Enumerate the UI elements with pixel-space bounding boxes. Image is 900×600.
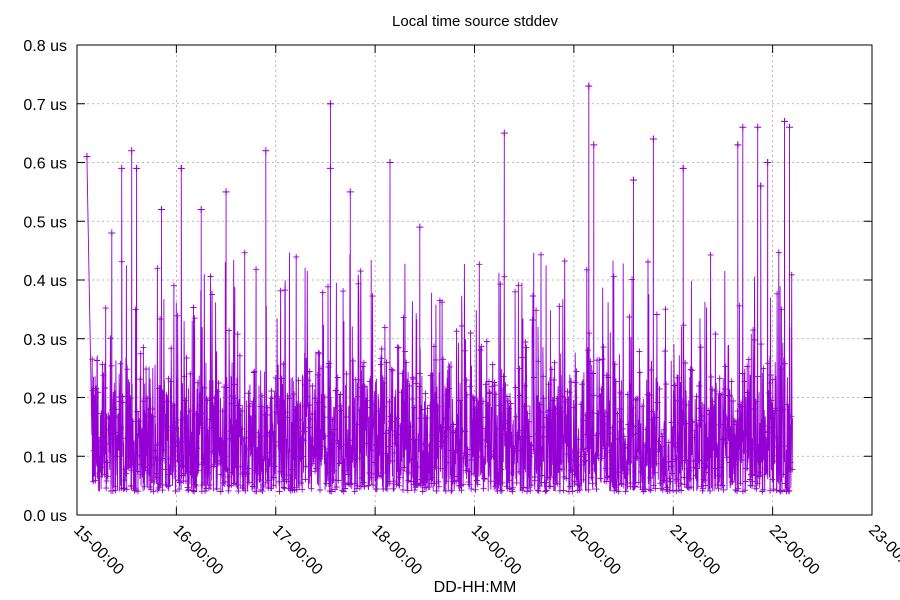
data-series: [83, 82, 796, 495]
spike-point: [786, 123, 794, 131]
chart-title: Local time source stddev: [392, 13, 558, 30]
y-tick-label: 0.0 us: [23, 508, 67, 525]
spike-point: [326, 164, 334, 172]
x-tick-label: 16-00:00: [170, 522, 227, 579]
x-tick-label: 22-00:00: [766, 522, 823, 579]
spike-point: [128, 147, 136, 155]
spike-point: [416, 223, 424, 231]
spike-point: [222, 188, 230, 196]
spike-point: [781, 117, 789, 125]
spike-point: [754, 123, 762, 131]
spike-point: [739, 123, 747, 131]
spike-point: [585, 82, 593, 90]
spike-point: [734, 141, 742, 149]
spike-point: [679, 164, 687, 172]
spike-point: [630, 176, 637, 184]
x-tick-label: 19-00:00: [468, 522, 525, 579]
spike-point: [590, 141, 598, 149]
spike-point: [83, 153, 91, 161]
spike-point: [133, 164, 141, 172]
y-tick-label: 0.7 us: [23, 97, 67, 114]
x-tick-label: 20-00:00: [567, 522, 624, 579]
spike-point: [386, 159, 394, 166]
x-tick-label: 17-00:00: [269, 522, 326, 579]
y-tick-label: 0.2 us: [23, 391, 67, 408]
y-tick-label: 0.8 us: [23, 38, 67, 55]
x-tick-label: 21-00:00: [666, 522, 723, 579]
x-tick-label: 18-00:00: [368, 522, 425, 579]
y-tick-label: 0.3 us: [23, 332, 67, 349]
spike-point: [197, 206, 205, 213]
spike-point: [764, 159, 772, 166]
x-tick-label: 15-00:00: [70, 522, 127, 579]
x-axis-label: DD-HH:MM: [434, 579, 517, 596]
spike-point: [118, 164, 126, 172]
spike-point: [649, 135, 657, 143]
y-tick-label: 0.4 us: [23, 273, 67, 290]
spike-point: [346, 188, 354, 196]
x-tick-label: 23-00:00: [865, 522, 900, 579]
y-tick-label: 0.5 us: [23, 214, 67, 231]
spike-point: [757, 182, 765, 190]
spike-point: [326, 100, 334, 108]
y-tick-label: 0.1 us: [23, 449, 67, 466]
spike-point: [177, 164, 185, 172]
spike-point: [262, 147, 270, 155]
spike-point: [108, 229, 116, 237]
spike-point: [500, 129, 508, 137]
spike-point: [157, 206, 165, 213]
y-tick-label: 0.6 us: [23, 156, 67, 173]
